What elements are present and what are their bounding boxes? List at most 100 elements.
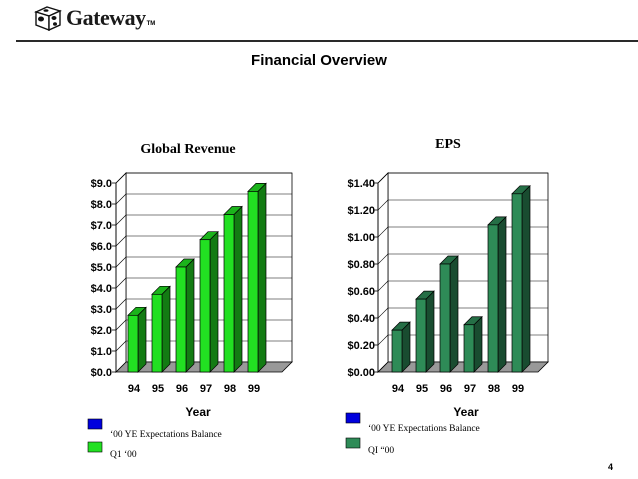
y-tick-label: $7.0 [91, 220, 112, 232]
x-tick-label: 94 [128, 383, 141, 395]
side-wall [377, 172, 389, 373]
y-tick-label: $0.20 [347, 340, 375, 352]
bar-front [439, 263, 451, 373]
y-tick-label: $3.0 [91, 304, 112, 316]
bar-side [497, 216, 507, 373]
bar-side [473, 315, 483, 373]
x-axis-label: Year [453, 405, 479, 419]
gridline-diag [115, 298, 127, 310]
gridline-diag [115, 193, 127, 205]
y-tick-label: $1.20 [347, 205, 375, 217]
bar-side [233, 205, 243, 373]
gridline-diag [115, 319, 127, 331]
bar-95 [415, 290, 435, 373]
bar-side [161, 285, 171, 373]
legend: ‘00 YE Expectations Balance QI “00 [345, 412, 480, 456]
bar-front [247, 191, 259, 373]
bar-99 [247, 182, 267, 373]
bar-98 [487, 216, 507, 373]
y-tick-label: $5.0 [91, 262, 112, 274]
x-tick-label: 95 [416, 383, 428, 395]
bar-98 [223, 205, 243, 373]
cow-box-icon [34, 6, 62, 31]
chart-title: Global Revenue [140, 142, 235, 157]
bar-front [415, 298, 427, 373]
gridline-diag [115, 235, 127, 247]
bar-front [127, 314, 139, 373]
legend-swatch-q1 [345, 437, 361, 449]
gridline-diag [115, 256, 127, 268]
bar-side [425, 290, 435, 373]
legend-swatch-expectations [345, 412, 361, 424]
gridline-diag [115, 277, 127, 289]
bar-94 [127, 306, 147, 373]
x-tick-label: 99 [512, 383, 524, 395]
x-tick-label: 98 [224, 383, 236, 395]
bar-side [401, 321, 411, 373]
legend-swatch-expectations [87, 418, 103, 430]
y-tick-label: $1.0 [91, 346, 112, 358]
x-tick-label: 99 [248, 383, 260, 395]
bar-96 [175, 258, 195, 373]
chart-global-revenue: $0.0 $1.0 $2.0 $3.0 $4.0 $5.0 $6.0 $7.0 $8.0 $9.0… [87, 142, 293, 460]
x-tick-label: 94 [392, 383, 405, 395]
brand-name: Gateway [66, 5, 146, 30]
x-tick-label: 96 [440, 383, 452, 395]
page-title: Financial Overview [251, 52, 387, 69]
y-tick-label: $0.60 [347, 286, 375, 298]
chart-title: EPS [435, 137, 461, 152]
bar-side [209, 230, 219, 373]
y-tick-label: $0.40 [347, 313, 375, 325]
y-tick-label: $0.0 [91, 367, 112, 379]
bar-side [449, 255, 459, 373]
legend: ‘00 YE Expectations Balance Q1 ‘00 [87, 418, 222, 460]
bar-front [391, 329, 403, 373]
bar-side [185, 258, 195, 373]
y-tick-label: $1.00 [347, 232, 375, 244]
legend-swatch-q1 [87, 441, 103, 453]
trademark: TM [146, 21, 156, 27]
gridline-diag [115, 340, 127, 352]
x-tick-label: 97 [464, 383, 476, 395]
bar-side [257, 182, 267, 373]
gridline-diag [377, 334, 389, 346]
gridline-diag [115, 214, 127, 226]
gridline-diag [115, 172, 127, 184]
legend-label-q1: Q1 ‘00 [110, 450, 137, 460]
bar-side [137, 306, 147, 373]
bar-95 [151, 285, 171, 373]
bar-side [521, 184, 531, 373]
y-tick-label: $4.0 [91, 283, 112, 295]
y-tick-label: $0.80 [347, 259, 375, 271]
bar-front [175, 266, 187, 373]
chart-eps: $0.00 $0.20 $0.40 $0.60 $0.80 $1.00 $1.20 $1.40… [345, 137, 549, 456]
y-tick-label: $2.0 [91, 325, 112, 337]
legend-label-q1: QI “00 [368, 446, 394, 456]
bar-94 [391, 321, 411, 373]
x-tick-label: 97 [200, 383, 212, 395]
bar-97 [199, 230, 219, 373]
gridline-diag [377, 307, 389, 319]
gridline-diag [377, 226, 389, 238]
x-tick-label: 98 [488, 383, 500, 395]
bar-front [511, 193, 523, 373]
x-axis-label: Year [185, 405, 211, 419]
bar-96 [439, 255, 459, 373]
header-rule [16, 40, 638, 42]
bar-99 [511, 184, 531, 373]
bar-front [151, 293, 163, 373]
legend-label-expectations: ‘00 YE Expectations Balance [110, 430, 222, 440]
gateway-logo: Gateway TM [34, 5, 155, 31]
gridline-diag [377, 280, 389, 292]
legend-label-expectations: ‘00 YE Expectations Balance [368, 424, 480, 434]
y-tick-label: $1.40 [347, 178, 375, 190]
page-number: 4 [608, 462, 613, 472]
bar-front [199, 239, 211, 373]
y-tick-label: $9.0 [91, 178, 112, 190]
y-tick-label: $6.0 [91, 241, 112, 253]
bar-97 [463, 315, 483, 373]
x-tick-label: 96 [176, 383, 188, 395]
bar-front [487, 224, 499, 373]
bar-front [463, 324, 475, 373]
